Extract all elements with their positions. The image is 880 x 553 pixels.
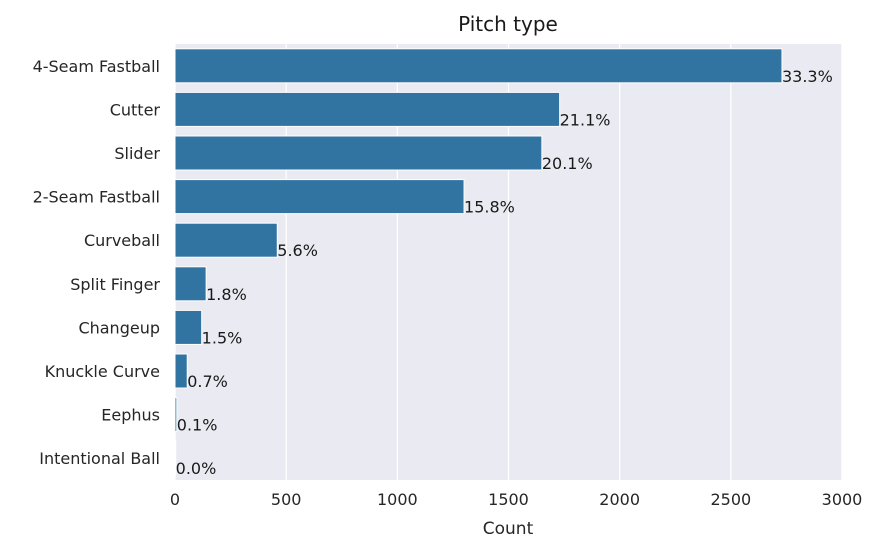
y-tick-label: 2-Seam Fastball <box>33 188 160 207</box>
x-tick-label: 500 <box>271 490 302 509</box>
x-tick-label: 2500 <box>710 490 751 509</box>
y-tick-label: Changeup <box>78 318 160 337</box>
y-tick-label: Knuckle Curve <box>45 362 160 381</box>
y-tick-label: Split Finger <box>70 275 160 294</box>
y-tick-labels: 4-Seam Fastball Cutter Slider 2-Seam Fastba… <box>33 57 161 468</box>
data-label: 0.0% <box>176 459 217 478</box>
y-tick-label: Cutter <box>110 100 161 119</box>
y-tick-label: Curveball <box>84 231 160 250</box>
bars <box>174 48 783 476</box>
y-tick-label: Eephus <box>101 406 160 425</box>
bar <box>174 48 783 84</box>
data-label: 0.7% <box>187 372 228 391</box>
chart-title: Pitch type <box>458 12 558 36</box>
bar <box>174 397 178 433</box>
bar <box>174 353 188 389</box>
bar <box>174 91 561 127</box>
x-tick-label: 1500 <box>488 490 529 509</box>
y-tick-label: Intentional Ball <box>39 449 160 468</box>
x-tick-label: 1000 <box>377 490 418 509</box>
bar <box>174 222 278 258</box>
data-label: 0.1% <box>177 416 218 435</box>
data-label: 21.1% <box>560 110 611 129</box>
bar <box>174 309 203 345</box>
x-axis-label: Count <box>483 519 534 539</box>
bar <box>174 179 465 215</box>
x-tick-labels: 0 500 1000 1500 2000 2500 3000 <box>170 490 862 509</box>
bar <box>174 266 207 302</box>
y-tick-label: 4-Seam Fastball <box>33 57 160 76</box>
bar <box>174 440 177 476</box>
x-tick-label: 3000 <box>822 490 863 509</box>
data-label: 1.8% <box>206 285 247 304</box>
data-label: 33.3% <box>782 67 833 86</box>
data-label: 5.6% <box>277 241 318 260</box>
data-label: 1.5% <box>202 328 243 347</box>
x-tick-label: 2000 <box>599 490 640 509</box>
bar <box>174 135 543 171</box>
x-tick-label: 0 <box>170 490 180 509</box>
data-label: 15.8% <box>464 198 515 217</box>
data-labels: 33.3% 21.1% 20.1% 15.8% 5.6% 1.8% 1.5% 0.7% 0.1%… <box>176 67 833 478</box>
data-label: 20.1% <box>542 154 593 173</box>
y-tick-label: Slider <box>114 144 160 163</box>
